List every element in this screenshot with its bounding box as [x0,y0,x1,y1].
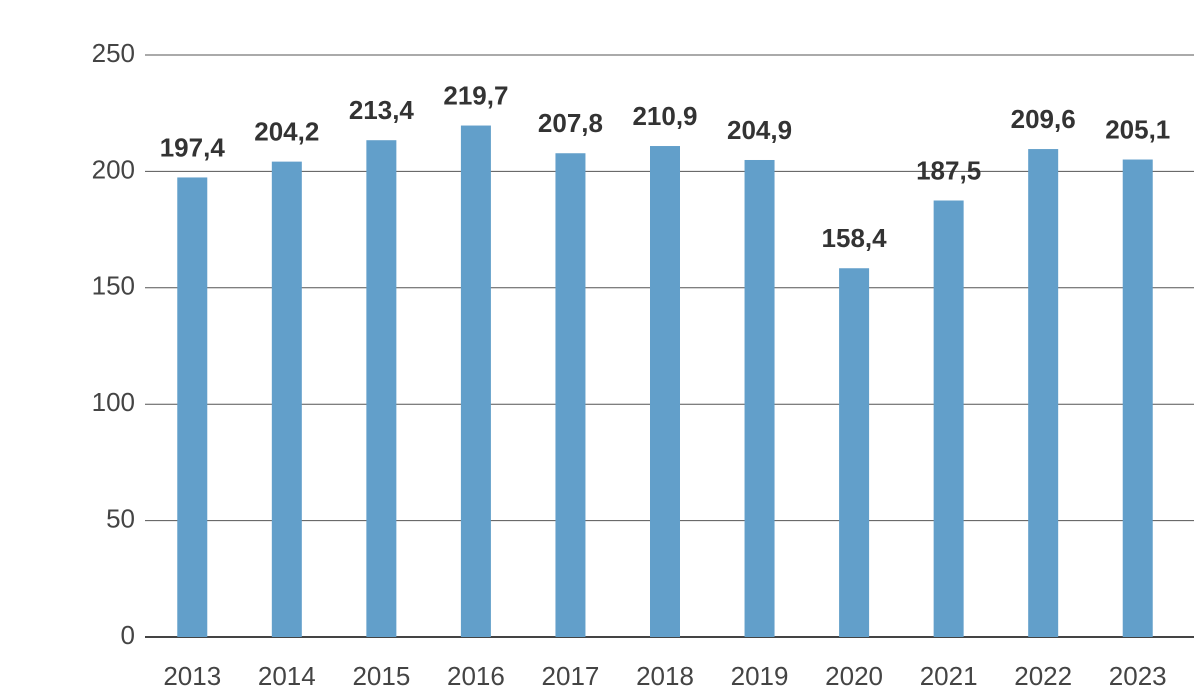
bar [271,161,302,637]
bar [839,268,870,637]
value-label: 204,9 [727,115,792,145]
bar [366,140,397,637]
x-tick-label: 2023 [1109,661,1167,691]
x-tick-label: 2016 [447,661,505,691]
value-label: 205,1 [1105,114,1170,144]
bar [933,200,964,637]
value-label: 209,6 [1011,104,1076,134]
value-label: 207,8 [538,108,603,138]
value-label: 158,4 [822,223,888,253]
x-tick-label: 2019 [731,661,789,691]
x-tick-label: 2013 [163,661,221,691]
x-tick-label: 2022 [1014,661,1072,691]
y-tick-label: 0 [121,620,135,650]
x-tick-label: 2014 [258,661,316,691]
bar [555,153,586,638]
y-tick-label: 50 [106,503,135,533]
y-tick-label: 250 [92,38,135,68]
x-tick-label: 2020 [825,661,883,691]
y-tick-label: 100 [92,387,135,417]
bar [1028,149,1059,637]
y-tick-label: 150 [92,271,135,301]
x-tick-label: 2021 [920,661,978,691]
bar [744,159,775,637]
value-label: 213,4 [349,95,415,125]
value-label: 210,9 [632,101,697,131]
value-label: 204,2 [254,116,319,146]
value-label: 219,7 [443,80,508,110]
value-label: 187,5 [916,155,981,185]
bar [1122,159,1153,637]
x-tick-label: 2017 [542,661,600,691]
value-label: 197,4 [160,132,226,162]
bar [177,177,208,637]
y-tick-label: 200 [92,154,135,184]
bar [460,125,491,638]
x-tick-label: 2018 [636,661,694,691]
bar [650,146,680,638]
x-tick-label: 2015 [352,661,410,691]
